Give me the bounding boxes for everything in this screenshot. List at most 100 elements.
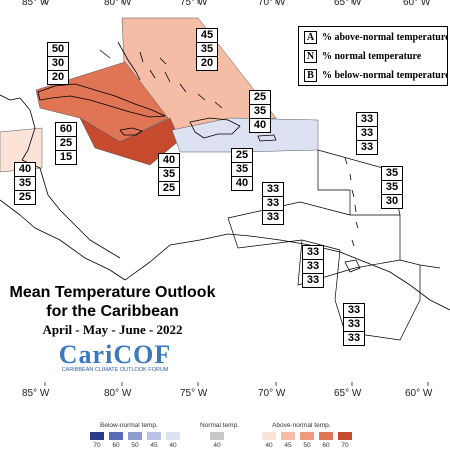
scale-cell-below (166, 432, 180, 440)
yucatan-coast (0, 94, 36, 161)
prob-below: 20 (51, 71, 65, 83)
prob-normal: 35 (159, 168, 179, 182)
prob-normal: 30 (48, 57, 68, 71)
scale-cell-below (90, 432, 104, 440)
prob-box-leeward-north: 33 33 33 (356, 112, 378, 155)
prob-above: 25 (232, 149, 252, 163)
prob-normal: 35 (15, 177, 35, 191)
prob-below: 25 (162, 182, 176, 194)
outlook-regions (0, 17, 319, 173)
prob-box-leeward-east: 35 35 30 (381, 166, 403, 209)
scale-value-below: 50 (131, 442, 139, 449)
prob-box-gulf-cuba: 50 30 20 (47, 42, 69, 85)
scale-normal-label: Normal temp. (200, 422, 240, 429)
lon-label-bottom-70: 70° W (258, 388, 286, 399)
prob-below: 15 (59, 151, 73, 163)
prob-normal: 33 (344, 318, 364, 332)
scale-cell-below (128, 432, 142, 440)
scale-cell-normal (210, 432, 224, 440)
prob-normal: 35 (197, 43, 217, 57)
scale-cell-above (281, 432, 295, 440)
legend: A % above-normal temperature N % normal … (298, 26, 448, 86)
prob-above: 33 (357, 113, 377, 127)
legend-key-above: A (304, 31, 317, 44)
prob-box-jamaica-south: 40 35 25 (158, 153, 180, 196)
lon-label-top-85: 85° W (22, 0, 50, 8)
scale-above-label: Above-normal temp. (272, 422, 331, 429)
prob-normal: 25 (56, 137, 76, 151)
lon-label-top-80: 80° W (104, 0, 132, 8)
hispaniola-island (189, 117, 241, 139)
scale-cell-above (338, 432, 352, 440)
pacific-coast (0, 199, 126, 281)
prob-above: 33 (303, 246, 323, 260)
legend-text-below: % below-normal temperature (322, 70, 448, 81)
bahamas-islands (139, 51, 223, 109)
legend-key-below: B (304, 69, 317, 82)
prob-normal: 33 (263, 197, 283, 211)
region-outlines (227, 149, 441, 341)
legend-text-normal: % normal temperature (322, 51, 422, 62)
map-subtitle: for the Caribbean (46, 303, 179, 320)
prob-normal: 33 (357, 127, 377, 141)
cuba-island (37, 83, 166, 118)
bottom-longitude-axis: 85° W 80° W 75° W 70° W 65° W 60° W (22, 382, 433, 399)
scale-value-above: 60 (322, 442, 330, 449)
prob-above: 40 (159, 154, 179, 168)
prob-above: 33 (263, 183, 283, 197)
scale-cell-above (262, 432, 276, 440)
scale-cell-below (147, 432, 161, 440)
prob-box-guianas: 33 33 33 (343, 303, 365, 346)
legend-row-above: A % above-normal temperature (304, 31, 448, 44)
scale-cell-above (300, 432, 314, 440)
jamaica-island (119, 127, 143, 136)
prob-above: 45 (197, 29, 217, 43)
prob-box-northern-bahamas: 45 35 20 (196, 28, 218, 71)
south-america-coast (124, 233, 450, 311)
prob-box-jamaica-cayman: 60 25 15 (55, 122, 77, 165)
prob-box-abc-islands: 33 33 33 (302, 245, 324, 288)
trinidad-island (344, 259, 361, 273)
legend-row-normal: N % normal temperature (304, 50, 421, 63)
prob-box-haiti-north: 25 35 40 (249, 90, 271, 133)
florida-coast (99, 41, 141, 81)
lon-label-top-65: 65° W (334, 0, 362, 8)
scale-value-above: 50 (303, 442, 311, 449)
scale-value-below: 70 (93, 442, 101, 449)
prob-above: 35 (382, 167, 402, 181)
prob-above: 33 (344, 304, 364, 318)
logo-name: CariCOF (58, 340, 172, 369)
scale-cell-above (319, 432, 333, 440)
prob-box-belize: 40 35 25 (14, 162, 36, 205)
lon-label-bottom-65: 65° W (334, 388, 362, 399)
lon-label-bottom-60: 60° W (405, 388, 433, 399)
outlook-period: April - May - June - 2022 (42, 322, 183, 337)
scale-value-above: 70 (341, 442, 349, 449)
scale-value-below: 60 (112, 442, 120, 449)
prob-above: 40 (15, 163, 35, 177)
coastlines (0, 41, 450, 311)
top-longitude-axis: 85° W 80° W 75° W 70° W 65° W 60° W (22, 0, 431, 8)
logo-tagline: CARIBBEAN CLIMATE OUTLOOK FORUM (61, 367, 169, 373)
lon-label-top-75: 75° W (180, 0, 208, 8)
scale-value-below: 45 (150, 442, 158, 449)
lesser-antilles (344, 157, 359, 247)
lon-label-bottom-80: 80° W (104, 388, 132, 399)
prob-normal: 35 (232, 163, 252, 177)
legend-text-above: % above-normal temperature (322, 32, 448, 43)
scale-cell-below (109, 432, 123, 440)
prob-below: 25 (18, 191, 32, 203)
prob-normal: 35 (382, 181, 402, 195)
puerto-rico-island (257, 134, 277, 142)
scale-value-above: 45 (284, 442, 292, 449)
scale-value-normal: 40 (213, 442, 221, 449)
prob-below: 40 (253, 119, 267, 131)
legend-key-normal: N (304, 50, 317, 63)
scale-value-above: 40 (265, 442, 273, 449)
prob-below: 40 (235, 177, 249, 189)
caricof-logo: CariCOF CARIBBEAN CLIMATE OUTLOOK FORUM (40, 340, 190, 373)
scale-below-label: Below-normal temp. (100, 422, 158, 429)
legend-row-below: B % below-normal temperature (304, 69, 448, 82)
prob-below: 20 (200, 57, 214, 69)
